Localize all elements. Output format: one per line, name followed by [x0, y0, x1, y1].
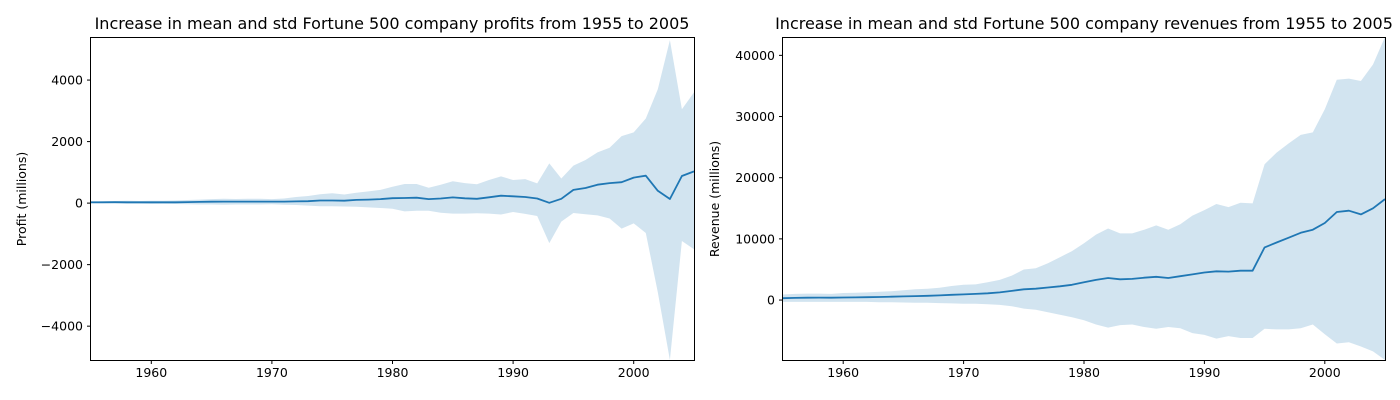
- x-tick-label: 1980: [1068, 365, 1100, 380]
- y-tick-label: −4000: [41, 319, 83, 334]
- x-tick-label: 2000: [1309, 365, 1341, 380]
- x-tick-label: 1990: [1188, 365, 1220, 380]
- y-axis-label: Revenue (millions): [707, 141, 722, 257]
- y-tick-label: 10000: [735, 231, 775, 246]
- revenue-chart: Increase in mean and std Fortune 500 com…: [707, 14, 1393, 380]
- x-tick-label: 2000: [618, 365, 650, 380]
- y-tick-label: 0: [767, 293, 775, 308]
- y-tick-label: 2000: [51, 134, 83, 149]
- plot-marks: [782, 37, 1386, 360]
- mean-line: [91, 170, 695, 204]
- y-tick-label: −2000: [41, 257, 83, 272]
- chart-title: Increase in mean and std Fortune 500 com…: [95, 14, 690, 33]
- x-axis: 1960 1970 1980 1990 2000: [135, 360, 650, 380]
- profit-chart: Increase in mean and std Fortune 500 com…: [14, 14, 695, 380]
- y-tick-label: 0: [75, 196, 83, 211]
- y-tick-label: 20000: [735, 170, 775, 185]
- chart-title: Increase in mean and std Fortune 500 com…: [775, 14, 1393, 33]
- std-band: [783, 37, 1385, 360]
- y-tick-label: 30000: [735, 109, 775, 124]
- std-band: [91, 40, 694, 360]
- x-axis: 1960 1970 1980 1990 2000: [827, 360, 1341, 380]
- x-tick-label: 1960: [135, 365, 167, 380]
- x-tick-label: 1970: [256, 365, 288, 380]
- x-tick-label: 1970: [948, 365, 980, 380]
- y-axis-label: Profit (millions): [14, 152, 29, 246]
- y-tick-label: 40000: [735, 48, 775, 63]
- x-tick-label: 1990: [497, 365, 529, 380]
- y-tick-label: 4000: [51, 73, 83, 88]
- y-axis: −4000 −2000 0 2000 4000: [41, 73, 91, 334]
- y-axis: 0 10000 20000 30000 40000: [735, 48, 783, 308]
- x-tick-label: 1960: [827, 365, 859, 380]
- x-tick-label: 1980: [377, 365, 409, 380]
- plot-marks: [91, 40, 695, 360]
- mean-line: [782, 198, 1386, 300]
